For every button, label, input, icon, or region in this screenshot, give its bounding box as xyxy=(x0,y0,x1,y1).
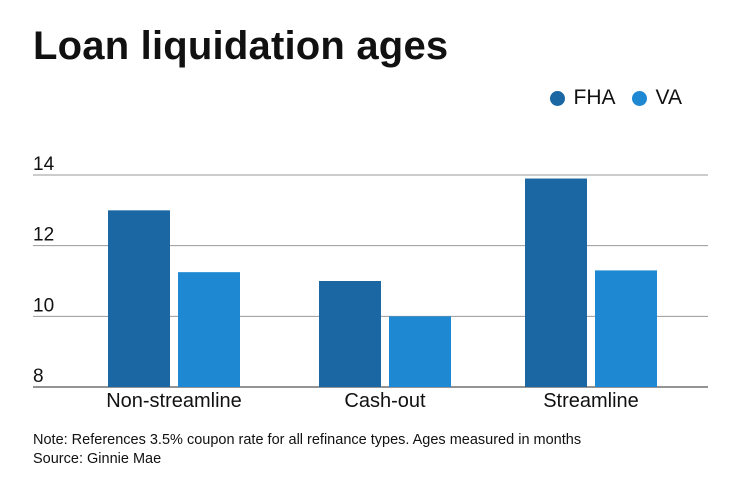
legend-label-va: VA xyxy=(655,86,682,109)
legend-swatch-fha xyxy=(549,90,565,106)
footnote: Note: References 3.5% coupon rate for al… xyxy=(33,431,581,469)
bar-va-non-streamline xyxy=(178,272,240,387)
bar-fha-streamline xyxy=(525,178,587,387)
y-tick-label: 12 xyxy=(33,225,54,246)
legend: FHA VA xyxy=(549,86,682,110)
legend-item-va: VA xyxy=(631,86,682,110)
bar-fha-cash-out xyxy=(319,281,381,387)
legend-swatch-va xyxy=(631,90,647,106)
note-text: Note: References 3.5% coupon rate for al… xyxy=(33,432,582,448)
source-text: Source: Ginnie Mae xyxy=(33,451,162,467)
x-tick-label: Cash-out xyxy=(344,390,426,412)
bar-va-streamline xyxy=(595,270,657,387)
bar-fha-non-streamline xyxy=(108,210,170,387)
chart-title: Loan liquidation ages xyxy=(33,24,449,68)
y-tick-label: 14 xyxy=(33,154,55,175)
x-tick-label: Streamline xyxy=(543,390,639,412)
y-tick-label: 8 xyxy=(33,366,44,387)
x-tick-label: Non-streamline xyxy=(106,390,242,412)
y-tick-label: 10 xyxy=(33,295,54,316)
bar-va-cash-out xyxy=(389,316,451,387)
legend-label-fha: FHA xyxy=(573,86,616,109)
legend-item-fha: FHA xyxy=(549,86,616,110)
